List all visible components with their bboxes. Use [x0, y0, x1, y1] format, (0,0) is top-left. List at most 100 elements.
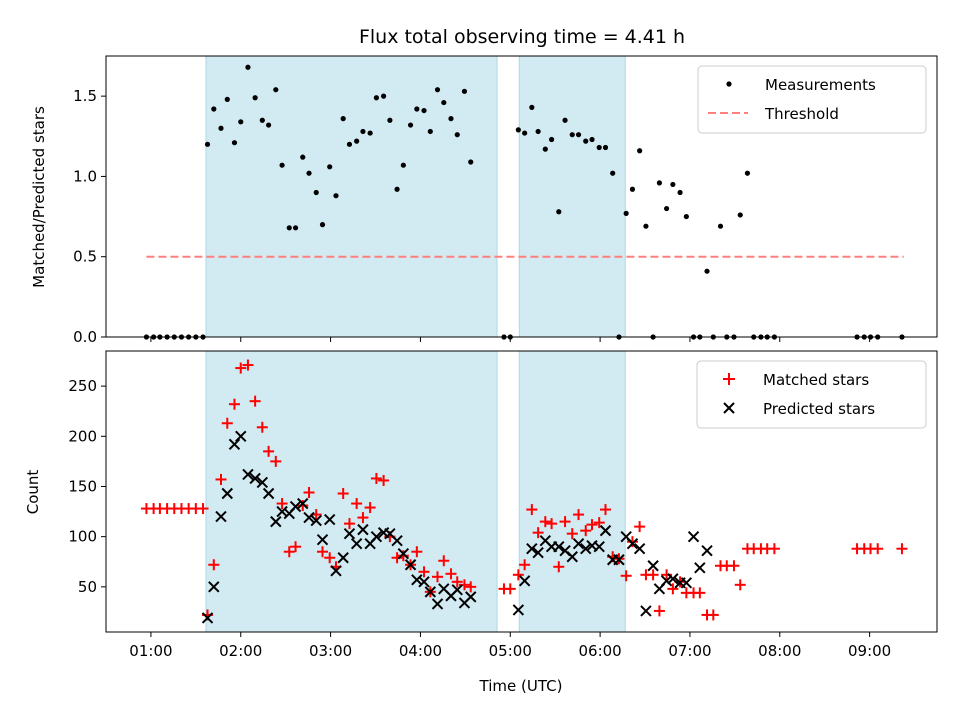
- matched-star-point: [539, 516, 551, 528]
- measurement-point: [468, 159, 474, 165]
- predicted-x-b: [208, 581, 220, 593]
- predicted-star-point: [431, 598, 444, 610]
- matched-star-point: [364, 502, 376, 514]
- matched-star-point: [411, 546, 423, 558]
- matched-star-point: [445, 568, 457, 580]
- chart-title: Flux total observing time = 4.41 h: [359, 26, 685, 48]
- matched-star-point: [647, 569, 659, 581]
- shaded-interval-2: [518, 55, 626, 338]
- predicted-x-b: [289, 500, 302, 513]
- predicted-x-b: [262, 487, 275, 500]
- predicted-star-point: [323, 513, 336, 526]
- predicted-star-point: [593, 540, 605, 553]
- measurement-point: [333, 193, 339, 199]
- measurement-point: [204, 141, 211, 147]
- matched-star-point: [519, 559, 531, 571]
- y-tick-label: 0.5: [73, 248, 97, 266]
- top-x-ticks: [150, 337, 871, 342]
- measurement-point: [548, 136, 555, 143]
- x-axis-label: Time (UTC): [479, 677, 563, 695]
- y-tick-label: 200: [68, 427, 97, 445]
- measurement-point: [535, 128, 541, 135]
- x-tick-label: 08:00: [758, 642, 801, 660]
- predicted-star-point: [424, 586, 437, 598]
- predicted-x-b: [539, 534, 552, 547]
- measurement-point: [610, 170, 616, 176]
- predicted-x-b: [418, 576, 430, 588]
- measurement-point: [273, 87, 279, 93]
- predicted-x-b: [323, 513, 336, 526]
- measurement-point: [629, 186, 636, 192]
- measurement-point: [354, 138, 360, 144]
- predicted-star-point: [553, 540, 565, 553]
- measurement-point: [238, 119, 244, 125]
- predicted-x-b: [343, 527, 356, 540]
- matched-star-point: [351, 498, 363, 510]
- predicted-x-b: [451, 584, 463, 596]
- predicted-star-point: [580, 542, 592, 555]
- matched-star-point: [546, 518, 558, 530]
- predicted-star-point: [201, 612, 214, 624]
- shaded-interval-2: [518, 350, 626, 633]
- matched-star-point: [228, 398, 240, 410]
- matched-star-point: [263, 445, 275, 457]
- matched-star-point: [653, 605, 665, 617]
- matched-star-point: [768, 543, 780, 555]
- matched-star-point: [337, 488, 349, 500]
- predicted-star-point: [262, 487, 275, 500]
- predicted-star-point: [316, 533, 329, 546]
- matched-star-point: [626, 536, 638, 548]
- matched-star-point: [303, 487, 315, 499]
- measurement-point: [327, 164, 333, 170]
- measurement-point: [427, 128, 433, 135]
- predicted-x-b: [526, 542, 538, 555]
- matched-star-point: [432, 571, 444, 583]
- bottom-legend: Matched stars Predicted stars: [696, 360, 927, 429]
- predicted-x-b: [391, 534, 403, 547]
- top-legend: Measurements Threshold: [697, 65, 927, 134]
- predicted-star-point: [276, 505, 288, 518]
- matched-star-point: [634, 521, 646, 533]
- predicted-star-point: [249, 472, 261, 485]
- predicted-star-point: [694, 562, 706, 574]
- predicted-star-point: [418, 576, 430, 588]
- x-tick-label: 09:00: [848, 642, 891, 660]
- predicted-star-point: [337, 552, 349, 564]
- x-tick-label: 05:00: [489, 642, 532, 660]
- predicted-star-point: [687, 530, 700, 543]
- predicted-x-b: [572, 537, 585, 550]
- measurement-point: [387, 117, 393, 123]
- matched-star-point: [208, 559, 220, 571]
- predicted-star-point: [512, 604, 525, 616]
- measurement-point: [583, 138, 589, 144]
- matched-star-point: [270, 455, 282, 467]
- top-y-axis: 0.0 0.5 1.0 1.5: [73, 87, 106, 346]
- measurement-point: [292, 225, 299, 231]
- x-tick-label: 04:00: [399, 642, 442, 660]
- measurement-point: [515, 127, 521, 133]
- measurement-point: [313, 189, 319, 196]
- predicted-x-b: [465, 591, 477, 603]
- predicted-x-b: [667, 573, 679, 585]
- y-tick-label: 250: [68, 377, 97, 395]
- top-y-axis-label: Matched/Predicted stars: [30, 106, 48, 288]
- predicted-x-b: [215, 510, 227, 523]
- bottom-y-axis-label: Count: [24, 470, 42, 515]
- predicted-x-b: [357, 523, 369, 536]
- predicted-x-b: [316, 533, 329, 546]
- measurement-point: [596, 144, 602, 151]
- measurement-point: [670, 181, 676, 188]
- predicted-x-b: [640, 605, 652, 617]
- measurement-point: [454, 132, 460, 138]
- measurement-point: [589, 136, 595, 143]
- legend-marker-measurements: [726, 81, 732, 87]
- matched-star-point: [197, 503, 209, 515]
- measurement-point: [441, 99, 447, 106]
- measurement-point: [448, 116, 454, 122]
- predicted-x-b: [626, 537, 639, 550]
- predicted-x-b: [297, 497, 309, 510]
- predicted-star-point: [256, 476, 269, 489]
- predicted-star-point: [613, 554, 625, 566]
- matched-star-point: [586, 519, 598, 531]
- legend-label-threshold: Threshold: [764, 105, 839, 123]
